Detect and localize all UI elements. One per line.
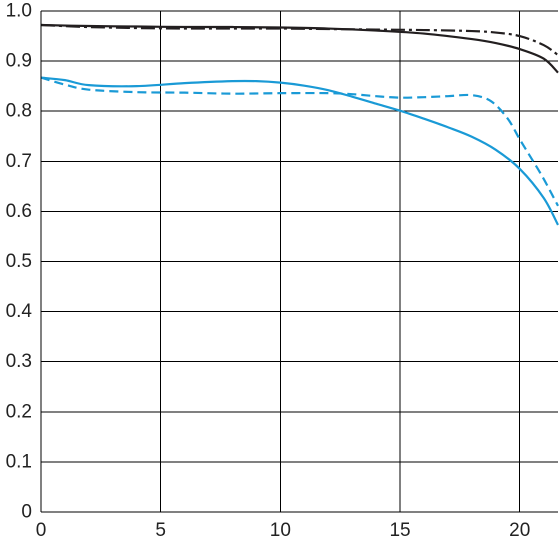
y-tick-label: 0.3: [6, 351, 32, 372]
y-tick-label: 1.0: [6, 1, 32, 22]
y-tick-label: 0.5: [6, 251, 32, 272]
x-tick-label: 5: [155, 520, 166, 541]
y-tick-label: 0.8: [6, 101, 32, 122]
y-tick-labels: 0 0.1 0.2 0.3 0.4 0.5 0.6 0.7 0.8 0.9 1.0: [6, 1, 33, 523]
y-tick-label: 0.1: [6, 451, 32, 472]
series-group: [40, 23, 559, 226]
x-tick-label: 0: [36, 520, 47, 541]
y-tick-label: 0.2: [6, 401, 32, 422]
y-tick-label: 0.9: [6, 51, 32, 72]
x-tick-label: 20: [509, 520, 530, 541]
y-tick-label: 0.6: [6, 201, 32, 222]
x-tick-labels: 0 5 10 15 20: [36, 520, 531, 541]
y-tick-label: 0.4: [6, 301, 33, 322]
y-tick-label: 0.7: [6, 151, 32, 172]
series-line-4: [40, 76, 559, 207]
series-line-1: [40, 23, 559, 74]
series-line-3: [40, 76, 559, 226]
series-line-2: [40, 23, 559, 56]
x-tick-label: 15: [389, 520, 410, 541]
y-tick-label: 0: [21, 502, 32, 523]
axes: [40, 11, 558, 513]
grid: [41, 10, 558, 512]
x-tick-label: 10: [270, 520, 291, 541]
